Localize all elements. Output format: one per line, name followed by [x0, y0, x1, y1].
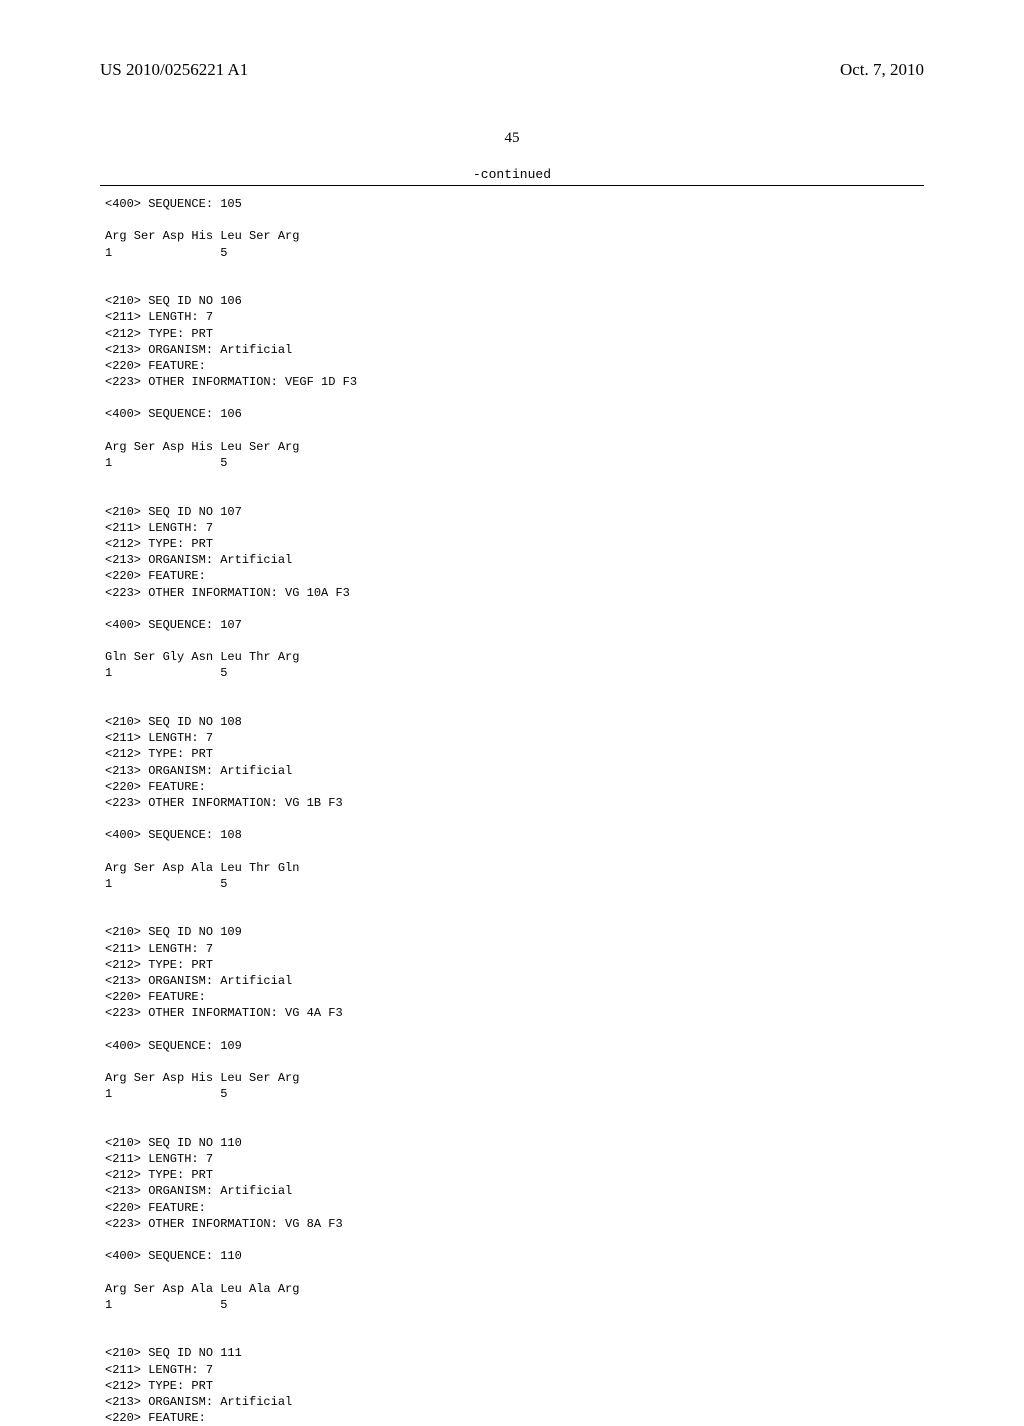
sequence-listing: <400> SEQUENCE: 105 Arg Ser Asp His Leu …: [105, 196, 924, 1426]
patent-page: US 2010/0256221 A1 Oct. 7, 2010 45 -cont…: [0, 0, 1024, 1320]
continued-label: -continued: [100, 167, 924, 182]
publication-number: US 2010/0256221 A1: [100, 60, 248, 80]
divider-line: [100, 185, 924, 186]
publication-date: Oct. 7, 2010: [840, 60, 924, 80]
page-number: 45: [100, 130, 924, 147]
page-header: US 2010/0256221 A1 Oct. 7, 2010: [100, 60, 924, 80]
